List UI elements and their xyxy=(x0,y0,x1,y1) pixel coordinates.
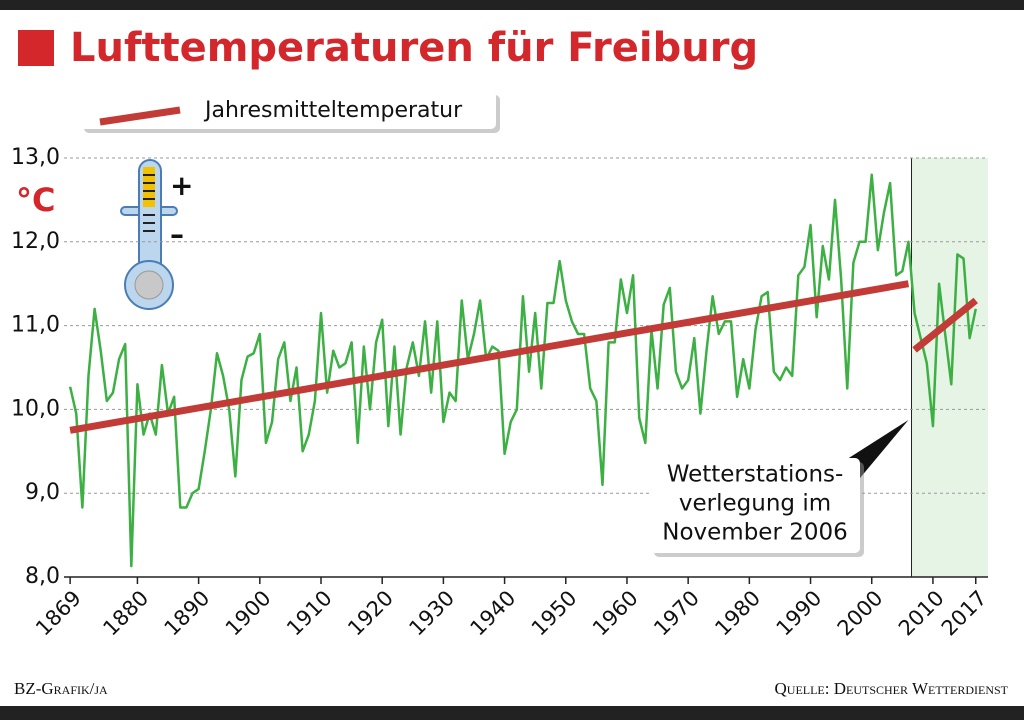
x-tick-label: 1920 xyxy=(343,586,398,641)
x-tick-label: 1930 xyxy=(404,586,459,641)
y-tick-label: 12,0 xyxy=(11,229,60,254)
x-tick-label: 1880 xyxy=(98,586,153,641)
annotation-text: verlegung im xyxy=(679,491,831,517)
legend-box xyxy=(80,91,496,129)
y-tick-label: 8,0 xyxy=(25,564,60,589)
annotation-box xyxy=(650,458,860,553)
top-bar xyxy=(0,0,1024,10)
thermo-minus: – xyxy=(170,218,184,251)
x-tick-label: 1960 xyxy=(588,586,643,641)
x-tick-label: 1950 xyxy=(527,586,582,641)
x-tick-label: 1940 xyxy=(466,586,521,641)
title-square xyxy=(18,30,54,66)
x-tick-label: 2017 xyxy=(937,586,992,641)
x-tick-label: 2010 xyxy=(894,586,949,641)
legend-swatch xyxy=(99,106,181,126)
annotation-text: Wetterstations- xyxy=(667,462,844,488)
x-tick-label: 1910 xyxy=(282,586,337,641)
y-tick-label: 11,0 xyxy=(11,313,60,338)
y-tick-label: 10,0 xyxy=(11,396,60,421)
x-tick-label: 1869 xyxy=(31,586,86,641)
x-tick-label: 1900 xyxy=(221,586,276,641)
series-line xyxy=(912,297,978,353)
x-tick-label: 1890 xyxy=(160,586,215,641)
x-tick-label: 1980 xyxy=(710,586,765,641)
y-tick-label: 9,0 xyxy=(25,480,60,505)
annotation-text: November 2006 xyxy=(662,520,848,546)
y-tick-label: 13,0 xyxy=(11,145,60,170)
chart-title: Lufttemperaturen für Freiburg xyxy=(70,25,758,71)
series-line xyxy=(68,173,977,568)
y-unit: °C xyxy=(16,181,55,219)
x-tick-label: 2000 xyxy=(833,586,888,641)
bottom-bar xyxy=(0,706,1024,720)
source-left: BZ-Grafik/ja xyxy=(14,679,108,698)
series-line xyxy=(69,280,910,434)
source-right: Quelle: Deutscher Wetterdienst xyxy=(775,679,1009,698)
legend-label: Jahresmitteltemperatur xyxy=(203,98,463,123)
thermo-plus: + xyxy=(170,169,193,202)
x-tick-label: 1990 xyxy=(772,586,827,641)
thermometer xyxy=(120,159,178,310)
x-tick-label: 1970 xyxy=(649,586,704,641)
